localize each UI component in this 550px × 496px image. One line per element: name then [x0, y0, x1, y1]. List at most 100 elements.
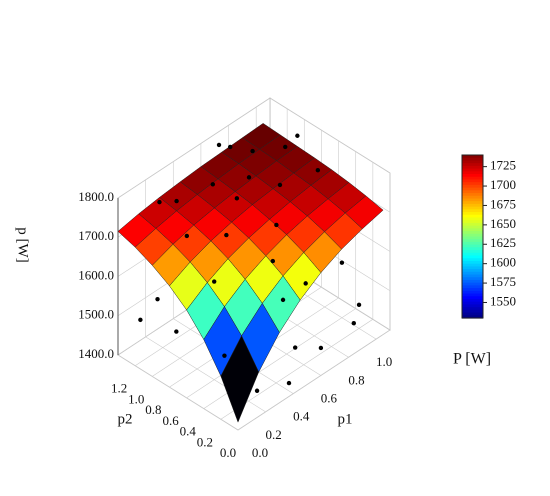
- data-point: [174, 198, 179, 204]
- y-tick-label: 0.4: [180, 424, 197, 439]
- data-point: [283, 144, 288, 150]
- colorbar-tick-label: 1650: [490, 216, 516, 231]
- data-point: [184, 233, 190, 239]
- colorbar-slice: [462, 179, 483, 183]
- data-point: [246, 175, 252, 180]
- colorbar-slice: [462, 304, 483, 308]
- colorbar-slice: [462, 263, 483, 267]
- data-point: [339, 260, 345, 265]
- data-point: [286, 380, 292, 386]
- data-point: [210, 182, 216, 187]
- colorbar-tick-label: 1700: [490, 177, 516, 192]
- z-tick-label: 1700.0: [78, 228, 114, 243]
- data-point: [270, 258, 276, 264]
- z-grid-line: [117, 97, 391, 199]
- colorbar-slice: [462, 266, 483, 270]
- y-tick-label: 1.0: [128, 391, 144, 406]
- colorbar-slice: [462, 171, 483, 175]
- colorbar-slice: [462, 184, 483, 189]
- colorbar-slice: [462, 231, 483, 235]
- colorbar-slice: [462, 155, 483, 159]
- colorbar-slice: [462, 195, 483, 200]
- colorbar-slice: [462, 220, 483, 224]
- colorbar-slice: [462, 157, 483, 162]
- data-point: [318, 345, 324, 351]
- colorbar-slice: [462, 271, 483, 276]
- z-tick-label: 1600.0: [78, 267, 114, 282]
- colorbar-slice: [462, 214, 483, 219]
- x-tick-label: 0.2: [266, 427, 282, 442]
- colorbar-slice: [462, 277, 483, 281]
- data-point: [234, 196, 240, 201]
- data-point: [224, 232, 229, 238]
- colorbar-slice: [462, 282, 483, 286]
- data-point: [254, 388, 260, 393]
- colorbar-tick-label: 1575: [490, 274, 516, 289]
- y-tick-label: 0.6: [162, 413, 179, 428]
- colorbar-label: P [W]: [453, 351, 491, 368]
- colorbar-slice: [462, 288, 483, 292]
- z-axis-label: p [W]: [15, 227, 31, 262]
- colorbar-frame: [461, 154, 484, 319]
- colorbar-slice: [462, 309, 483, 314]
- colorbar-slice: [462, 174, 483, 178]
- colorbar-slice: [462, 301, 483, 306]
- data-point: [157, 199, 162, 205]
- colorbar-slice: [462, 203, 483, 208]
- colorbar-slice: [462, 274, 483, 278]
- colorbar-slice: [462, 290, 483, 295]
- colorbar-tick-label: 1550: [490, 293, 516, 308]
- colorbar-slice: [462, 293, 483, 297]
- colorbar-tick-label: 1600: [490, 255, 516, 270]
- colorbar-slice: [462, 247, 483, 251]
- colorbar-slice: [462, 206, 483, 210]
- colorbar-slice: [462, 176, 483, 181]
- colorbar-slice: [462, 252, 483, 257]
- data-point: [351, 320, 356, 326]
- colorbar-slice: [462, 193, 483, 197]
- x-tick-label: 0.8: [348, 372, 364, 387]
- data-point: [216, 142, 222, 148]
- colorbar-slice: [462, 298, 483, 303]
- x-tick-label: 0.4: [293, 409, 310, 424]
- data-point: [222, 353, 227, 358]
- colorbar-slice: [462, 201, 483, 205]
- colorbar-slice: [462, 296, 483, 300]
- data-point: [155, 296, 160, 302]
- colorbar-slice: [462, 241, 483, 246]
- colorbar-slice: [462, 212, 483, 216]
- data-point: [315, 167, 321, 173]
- colorbar-tick-label: 1625: [490, 235, 516, 250]
- data-point: [274, 222, 279, 228]
- colorbar-slice: [462, 315, 483, 319]
- colorbar-slice: [462, 250, 483, 254]
- colorbar-slice: [462, 258, 483, 262]
- colorbar-slice: [462, 190, 483, 194]
- colorbar-slice: [462, 312, 483, 316]
- colorbar-slice: [462, 233, 483, 238]
- x-tick-label: 0.6: [321, 390, 338, 405]
- colorbar-slice: [462, 285, 483, 289]
- colorbar-slice: [462, 182, 483, 186]
- data-point: [295, 133, 300, 138]
- colorbar-slice: [462, 269, 483, 273]
- colorbar-slice: [462, 163, 483, 167]
- colorbar-slice: [462, 217, 483, 221]
- data-point: [212, 279, 217, 284]
- colorbar-slice: [462, 279, 483, 284]
- data-point: [280, 297, 286, 303]
- colorbar-slice: [462, 187, 483, 191]
- colorbar-slice: [462, 255, 483, 259]
- surface-patch: [220, 335, 260, 423]
- y-axis-label: p2: [118, 411, 133, 427]
- colorbar-slice: [462, 228, 483, 232]
- colorbar-slice: [462, 307, 483, 311]
- colorbar-slice: [462, 239, 483, 243]
- colorbar-slice: [462, 209, 483, 213]
- data-point: [303, 281, 308, 286]
- colorbar-slice: [462, 160, 483, 164]
- colorbar-slice: [462, 222, 483, 227]
- y-tick-label: 1.2: [111, 381, 127, 396]
- y-tick-label: 0.8: [145, 402, 161, 417]
- data-point: [228, 144, 233, 150]
